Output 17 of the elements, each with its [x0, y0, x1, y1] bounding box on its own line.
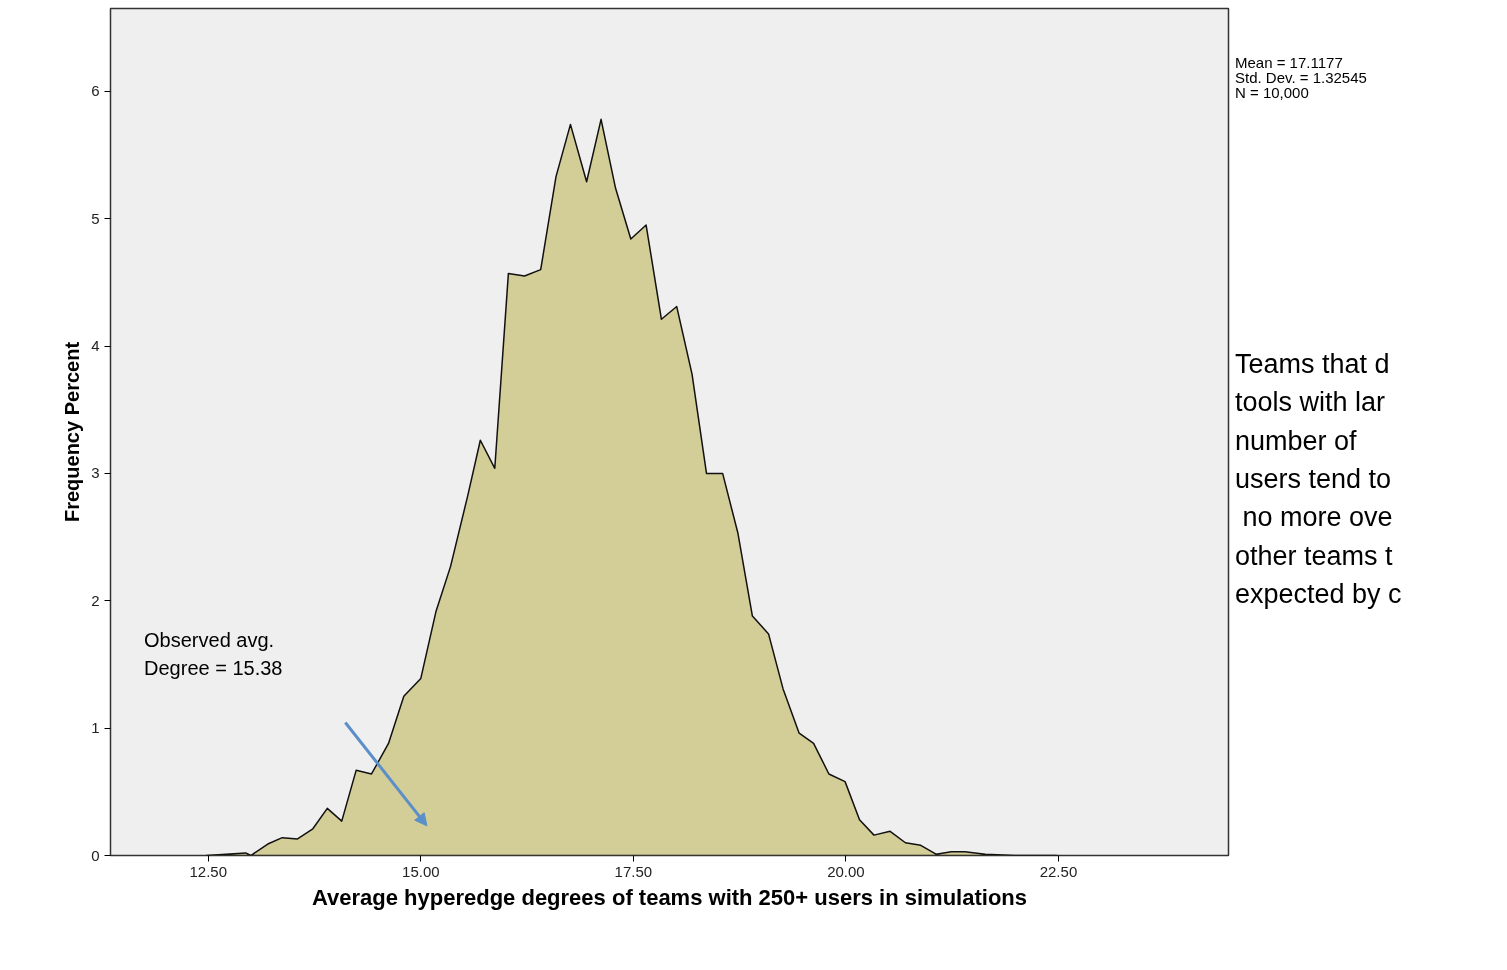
y-tick-label: 5 [91, 209, 100, 227]
y-axis-title: Frequency Percent [61, 341, 84, 523]
x-axis-title: Average hyperedge degrees of teams with 250+ users in simulations [311, 884, 1028, 910]
x-tick-label: 22.50 [1039, 862, 1078, 880]
x-tick-label: 17.50 [614, 862, 653, 880]
y-tick-label: 3 [91, 464, 100, 482]
x-tick-label: 15.00 [402, 862, 440, 880]
y-tick-label: 4 [91, 337, 100, 355]
y-tick-label: 6 [91, 82, 100, 100]
x-tick-label: 12.50 [189, 862, 228, 880]
y-tick-label: 2 [91, 591, 100, 609]
text: Teams that d tools with lar number of users tend to no more ove other teams t expected by c [1235, 348, 1402, 611]
x-tick-label: 20.00 [827, 862, 865, 880]
y-tick-label: 1 [91, 719, 100, 737]
annotation: Observed avg. Degree = 15.38 [144, 628, 283, 680]
text: Mean = 17.1177 Std. Dev. = 1.32545 N = 10,000 [1235, 54, 1367, 103]
y-tick-label: 0 [91, 846, 100, 864]
